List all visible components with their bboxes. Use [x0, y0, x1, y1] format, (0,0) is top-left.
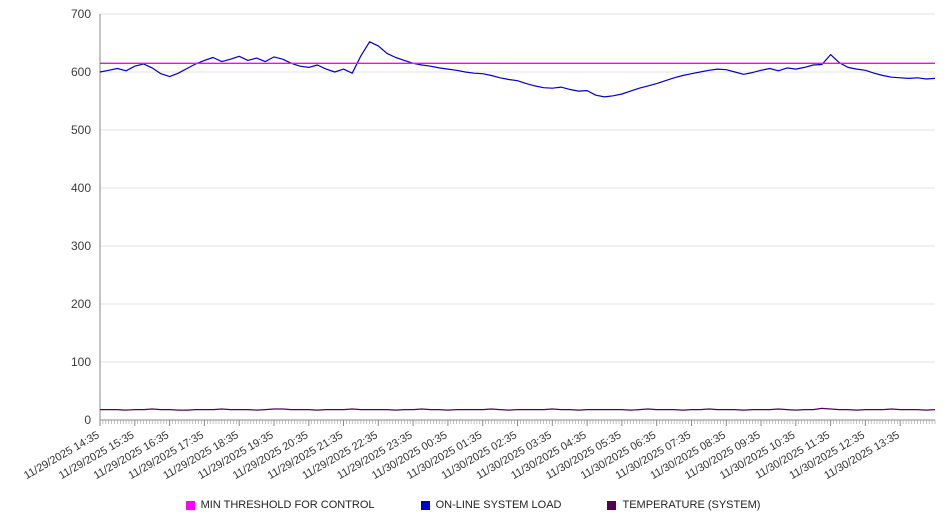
legend-item-min-threshold: MIN THRESHOLD FOR CONTROL [185, 499, 375, 511]
legend-swatch-system-load-icon [420, 500, 430, 510]
legend-swatch-temperature-icon [607, 500, 617, 510]
chart-legend: MIN THRESHOLD FOR CONTROL ON-LINE SYSTEM… [0, 499, 946, 511]
y-tick-label: 700 [71, 7, 91, 21]
series-lines [99, 41, 936, 411]
series-system-load [99, 41, 936, 98]
y-tick-label: 300 [71, 239, 91, 253]
legend-label-system-load: ON-LINE SYSTEM LOAD [435, 499, 562, 511]
y-tick-label: 100 [71, 355, 91, 369]
y-tick-label: 500 [71, 123, 91, 137]
legend-label-min-threshold: MIN THRESHOLD FOR CONTROL [200, 499, 375, 511]
series-temperature [100, 407, 936, 411]
legend-item-system-load: ON-LINE SYSTEM LOAD [420, 499, 562, 511]
line-chart-plot: 0 100 200 300 400 500 600 700 11/29/2025 14:3511… [22, 7, 936, 482]
legend-label-temperature: TEMPERATURE (SYSTEM) [622, 499, 761, 511]
y-tick-label: 400 [71, 181, 91, 195]
y-tick-label: 0 [84, 413, 91, 427]
legend-item-temperature: TEMPERATURE (SYSTEM) [607, 499, 760, 511]
y-tick-label: 200 [71, 297, 91, 311]
gridlines-and-y-ticks: 0 100 200 300 400 500 600 700 [71, 7, 935, 427]
y-tick-label: 600 [71, 65, 91, 79]
legend-swatch-min-threshold-icon [185, 500, 195, 510]
